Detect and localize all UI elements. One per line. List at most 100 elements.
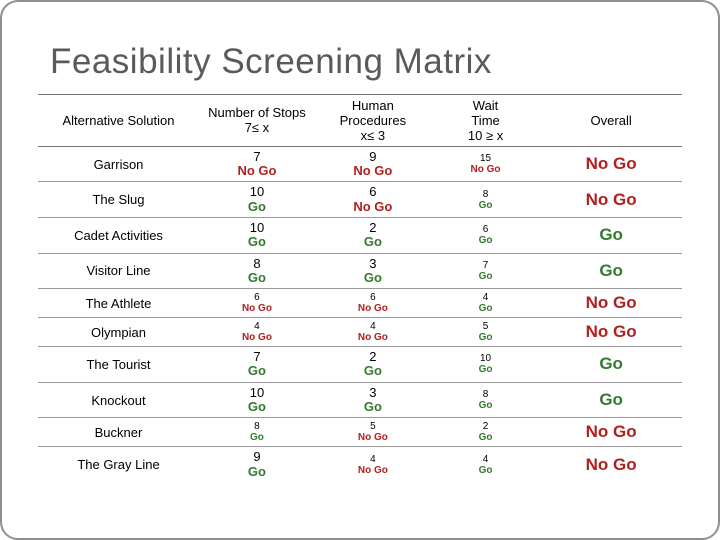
stops-stack: 8Go: [203, 257, 311, 286]
col-proc-sub: x≤ 3: [317, 129, 429, 144]
alt-cell: The Tourist: [38, 347, 199, 383]
proc-stack: 4No Go: [319, 321, 427, 343]
proc-cell: 3Go: [315, 253, 431, 289]
col-wait: Wait Time 10 ≥ x: [431, 95, 540, 147]
col-proc: Human Procedures x≤ 3: [315, 95, 431, 147]
proc-value: 4: [370, 454, 376, 465]
overall-status: No Go: [544, 190, 678, 210]
stops-stack: 10Go: [203, 185, 311, 214]
proc-status: Go: [364, 400, 382, 414]
overall-status: No Go: [544, 293, 678, 313]
col-proc-top: Human Procedures: [317, 99, 429, 129]
wait-cell: 10Go: [431, 347, 540, 383]
overall-cell: Go: [540, 382, 682, 418]
table-row: Garrison7No Go9No Go15No GoNo Go: [38, 146, 682, 182]
overall-cell: No Go: [540, 289, 682, 318]
proc-cell: 4No Go: [315, 447, 431, 482]
wait-stack: 5Go: [435, 321, 536, 343]
proc-status: No Go: [353, 200, 392, 214]
stops-value: 8: [253, 257, 260, 271]
wait-status: Go: [479, 271, 493, 282]
wait-cell: 8Go: [431, 382, 540, 418]
stops-value: 4: [254, 321, 260, 332]
wait-cell: 2Go: [431, 418, 540, 447]
proc-status: Go: [364, 364, 382, 378]
overall-cell: No Go: [540, 182, 682, 218]
wait-status: Go: [479, 200, 493, 211]
overall-status: Go: [544, 390, 678, 410]
proc-status: No Go: [358, 303, 388, 314]
col-alt-label: Alternative Solution: [40, 114, 197, 129]
overall-cell: No Go: [540, 447, 682, 482]
stops-value: 8: [254, 421, 260, 432]
proc-value: 2: [369, 221, 376, 235]
wait-stack: 10Go: [435, 353, 536, 375]
stops-status: Go: [248, 400, 266, 414]
col-overall-label: Overall: [542, 114, 680, 129]
feasibility-table: Alternative Solution Number of Stops 7≤ …: [38, 94, 682, 482]
table-row: Buckner8Go5No Go2GoNo Go: [38, 418, 682, 447]
wait-cell: 6Go: [431, 218, 540, 254]
stops-cell: 8Go: [199, 418, 315, 447]
col-wait-l3: 10 ≥ x: [433, 129, 538, 144]
wait-status: Go: [479, 465, 493, 476]
alt-cell: Visitor Line: [38, 253, 199, 289]
wait-status: Go: [479, 400, 493, 411]
proc-value: 3: [369, 386, 376, 400]
wait-value: 2: [483, 421, 489, 432]
wait-cell: 5Go: [431, 318, 540, 347]
stops-cell: 6No Go: [199, 289, 315, 318]
proc-cell: 6No Go: [315, 289, 431, 318]
proc-value: 5: [370, 421, 376, 432]
stops-stack: 7Go: [203, 350, 311, 379]
slide-frame: Feasibility Screening Matrix Alternative…: [0, 0, 720, 540]
wait-cell: 7Go: [431, 253, 540, 289]
stops-cell: 10Go: [199, 382, 315, 418]
proc-status: No Go: [358, 332, 388, 343]
col-alt: Alternative Solution: [38, 95, 199, 147]
wait-value: 8: [483, 389, 489, 400]
col-stops-sub: 7≤ x: [201, 121, 313, 136]
stops-value: 10: [250, 386, 264, 400]
alt-cell: The Athlete: [38, 289, 199, 318]
wait-stack: 7Go: [435, 260, 536, 282]
stops-stack: 8Go: [203, 421, 311, 443]
table-row: Knockout10Go3Go8GoGo: [38, 382, 682, 418]
wait-status: No Go: [471, 164, 501, 175]
col-overall: Overall: [540, 95, 682, 147]
stops-status: Go: [248, 364, 266, 378]
alt-cell: The Gray Line: [38, 447, 199, 482]
proc-stack: 6No Go: [319, 292, 427, 314]
proc-cell: 2Go: [315, 347, 431, 383]
overall-cell: Go: [540, 347, 682, 383]
overall-cell: Go: [540, 218, 682, 254]
overall-status: Go: [544, 225, 678, 245]
table-row: Olympian4No Go4No Go5GoNo Go: [38, 318, 682, 347]
table-row: The Athlete6No Go6No Go4GoNo Go: [38, 289, 682, 318]
stops-value: 10: [250, 221, 264, 235]
alt-cell: Cadet Activities: [38, 218, 199, 254]
stops-status: No Go: [242, 303, 272, 314]
proc-status: Go: [364, 235, 382, 249]
wait-stack: 4Go: [435, 292, 536, 314]
alt-cell: Garrison: [38, 146, 199, 182]
wait-cell: 15No Go: [431, 146, 540, 182]
overall-status: No Go: [544, 422, 678, 442]
overall-cell: No Go: [540, 146, 682, 182]
wait-value: 10: [480, 353, 491, 364]
wait-value: 15: [480, 153, 491, 164]
proc-value: 9: [369, 150, 376, 164]
proc-value: 3: [369, 257, 376, 271]
proc-status: Go: [364, 271, 382, 285]
proc-value: 6: [369, 185, 376, 199]
stops-value: 7: [253, 150, 260, 164]
stops-cell: 7Go: [199, 347, 315, 383]
stops-status: No Go: [237, 164, 276, 178]
alt-cell: The Slug: [38, 182, 199, 218]
wait-value: 4: [483, 454, 489, 465]
stops-cell: 9Go: [199, 447, 315, 482]
col-stops: Number of Stops 7≤ x: [199, 95, 315, 147]
overall-cell: No Go: [540, 318, 682, 347]
stops-stack: 9Go: [203, 450, 311, 479]
overall-status: Go: [544, 261, 678, 281]
